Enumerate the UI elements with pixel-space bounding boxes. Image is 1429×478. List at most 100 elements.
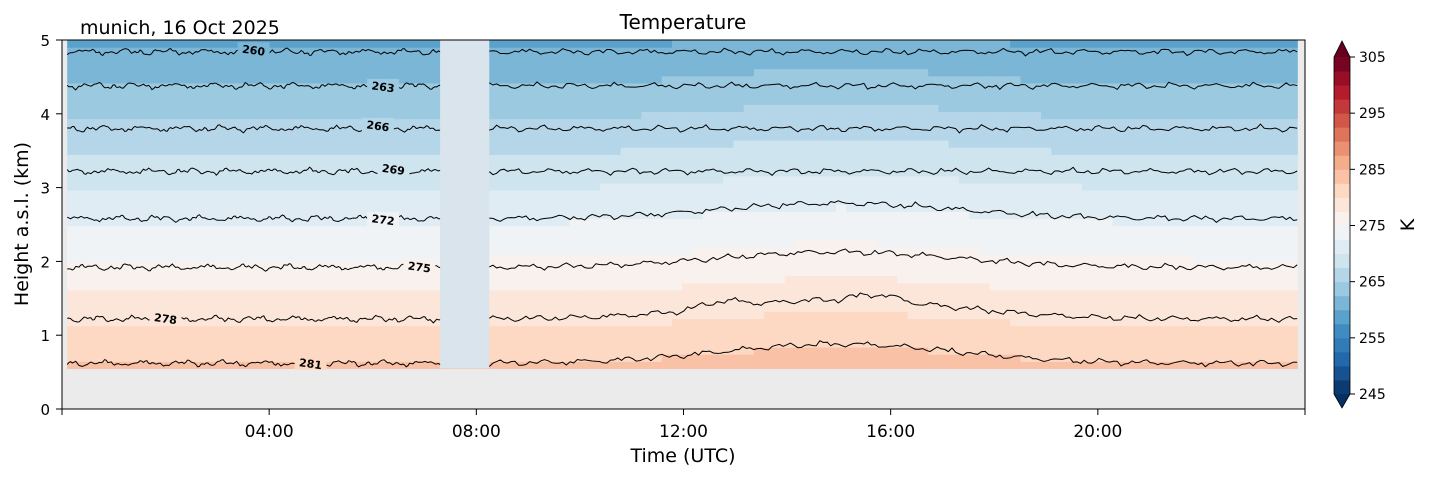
field-cell bbox=[528, 168, 540, 177]
field-cell bbox=[333, 47, 345, 55]
field-cell bbox=[600, 254, 612, 262]
field-cell bbox=[190, 297, 202, 305]
field-cell bbox=[1143, 304, 1155, 312]
field-cell bbox=[887, 111, 899, 120]
field-cell bbox=[1030, 325, 1042, 334]
field-cell bbox=[589, 282, 601, 291]
field-cell bbox=[958, 311, 970, 320]
field-cell bbox=[292, 268, 304, 277]
field-cell bbox=[210, 332, 222, 341]
field-cell bbox=[1061, 175, 1073, 184]
field-cell bbox=[1081, 311, 1093, 320]
field-cell bbox=[610, 47, 622, 55]
field-cell bbox=[1092, 161, 1104, 170]
field-cell bbox=[1153, 346, 1165, 355]
field-cell bbox=[866, 289, 878, 298]
field-cell bbox=[928, 239, 940, 248]
field-cell bbox=[251, 254, 263, 262]
field-cell bbox=[487, 182, 499, 191]
field-cell bbox=[374, 325, 386, 334]
field-cell bbox=[210, 325, 222, 334]
field-cell bbox=[1153, 161, 1165, 170]
field-cell bbox=[354, 154, 366, 162]
field-cell bbox=[179, 239, 191, 248]
field-cell bbox=[569, 104, 581, 112]
field-cell bbox=[600, 282, 612, 291]
field-cell bbox=[159, 189, 171, 198]
field-cell bbox=[108, 75, 120, 84]
field-cell bbox=[825, 289, 837, 298]
field-cell bbox=[282, 82, 294, 91]
field-cell bbox=[938, 132, 950, 141]
field-cell bbox=[1081, 132, 1093, 141]
field-cell bbox=[999, 61, 1011, 70]
field-cell bbox=[138, 182, 150, 191]
field-cell bbox=[805, 97, 817, 105]
field-cell bbox=[108, 97, 120, 105]
field-cell bbox=[1153, 204, 1165, 212]
field-cell bbox=[97, 239, 109, 248]
field-cell bbox=[405, 182, 417, 191]
field-cell bbox=[1010, 54, 1022, 63]
field-cell bbox=[589, 161, 601, 170]
field-cell bbox=[774, 47, 786, 55]
field-cell bbox=[692, 211, 704, 220]
field-cell bbox=[866, 282, 878, 291]
field-cell bbox=[272, 54, 284, 63]
field-cell bbox=[733, 168, 745, 177]
field-cell bbox=[866, 104, 878, 112]
field-cell bbox=[241, 75, 253, 84]
field-cell bbox=[764, 168, 776, 177]
field-cell bbox=[897, 332, 909, 341]
field-cell bbox=[682, 125, 694, 134]
field-cell bbox=[682, 247, 694, 255]
field-cell bbox=[743, 247, 755, 255]
field-cell bbox=[405, 75, 417, 84]
field-cell bbox=[743, 111, 755, 120]
field-cell bbox=[169, 154, 181, 162]
field-cell bbox=[1071, 68, 1083, 77]
field-cell bbox=[272, 75, 284, 84]
field-cell bbox=[846, 197, 858, 205]
field-cell bbox=[364, 47, 376, 55]
field-cell bbox=[825, 218, 837, 227]
field-cell bbox=[917, 139, 929, 148]
field-cell bbox=[723, 339, 735, 348]
field-cell bbox=[958, 318, 970, 327]
field-cell bbox=[938, 125, 950, 134]
field-cell bbox=[979, 211, 991, 220]
field-cell bbox=[77, 61, 89, 70]
field-cell bbox=[969, 82, 981, 91]
field-cell bbox=[1030, 189, 1042, 198]
field-cell bbox=[753, 47, 765, 55]
field-cell bbox=[302, 232, 314, 241]
field-cell bbox=[67, 139, 79, 148]
field-cell bbox=[589, 354, 601, 362]
field-cell bbox=[559, 311, 571, 320]
field-cell bbox=[764, 104, 776, 112]
field-cell bbox=[1061, 325, 1073, 334]
field-cell bbox=[538, 218, 550, 227]
field-cell bbox=[497, 211, 509, 220]
field-cell bbox=[712, 211, 724, 220]
field-cell bbox=[774, 104, 786, 112]
field-cell bbox=[87, 239, 99, 248]
field-cell bbox=[733, 239, 745, 248]
field-cell bbox=[1133, 75, 1145, 84]
field-cell bbox=[723, 82, 735, 91]
field-cell bbox=[272, 182, 284, 191]
field-cell bbox=[671, 125, 683, 134]
field-cell bbox=[1040, 104, 1052, 112]
field-cell bbox=[610, 318, 622, 327]
field-cell bbox=[497, 168, 509, 177]
field-cell bbox=[835, 325, 847, 334]
field-cell bbox=[405, 82, 417, 91]
field-cell bbox=[292, 139, 304, 148]
field-cell bbox=[384, 297, 396, 305]
field-cell bbox=[1071, 204, 1083, 212]
field-cell bbox=[630, 275, 642, 284]
field-cell bbox=[231, 304, 243, 312]
field-cell bbox=[825, 318, 837, 327]
field-cell bbox=[1153, 247, 1165, 255]
field-cell bbox=[764, 161, 776, 170]
